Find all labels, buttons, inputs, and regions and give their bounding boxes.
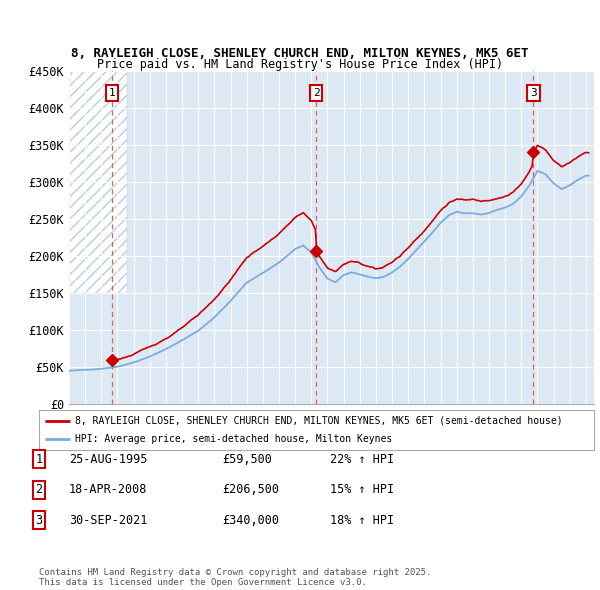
Text: 3: 3: [35, 514, 43, 527]
Text: 30-SEP-2021: 30-SEP-2021: [69, 514, 148, 527]
Text: Contains HM Land Registry data © Crown copyright and database right 2025.
This d: Contains HM Land Registry data © Crown c…: [39, 568, 431, 587]
Text: £206,500: £206,500: [222, 483, 279, 496]
Text: 2: 2: [313, 88, 319, 98]
Polygon shape: [69, 71, 101, 145]
Text: 15% ↑ HPI: 15% ↑ HPI: [330, 483, 394, 496]
Text: £340,000: £340,000: [222, 514, 279, 527]
Text: 3: 3: [530, 88, 537, 98]
Text: £59,500: £59,500: [222, 453, 272, 466]
Text: 2: 2: [35, 483, 43, 496]
Text: 8, RAYLEIGH CLOSE, SHENLEY CHURCH END, MILTON KEYNES, MK5 6ET (semi-detached hou: 8, RAYLEIGH CLOSE, SHENLEY CHURCH END, M…: [75, 416, 563, 426]
Text: 18-APR-2008: 18-APR-2008: [69, 483, 148, 496]
Text: HPI: Average price, semi-detached house, Milton Keynes: HPI: Average price, semi-detached house,…: [75, 434, 392, 444]
Text: 1: 1: [109, 88, 115, 98]
Text: Price paid vs. HM Land Registry's House Price Index (HPI): Price paid vs. HM Land Registry's House …: [97, 58, 503, 71]
Text: 18% ↑ HPI: 18% ↑ HPI: [330, 514, 394, 527]
Text: 25-AUG-1995: 25-AUG-1995: [69, 453, 148, 466]
Text: 22% ↑ HPI: 22% ↑ HPI: [330, 453, 394, 466]
Text: 8, RAYLEIGH CLOSE, SHENLEY CHURCH END, MILTON KEYNES, MK5 6ET: 8, RAYLEIGH CLOSE, SHENLEY CHURCH END, M…: [71, 47, 529, 60]
Text: 1: 1: [35, 453, 43, 466]
